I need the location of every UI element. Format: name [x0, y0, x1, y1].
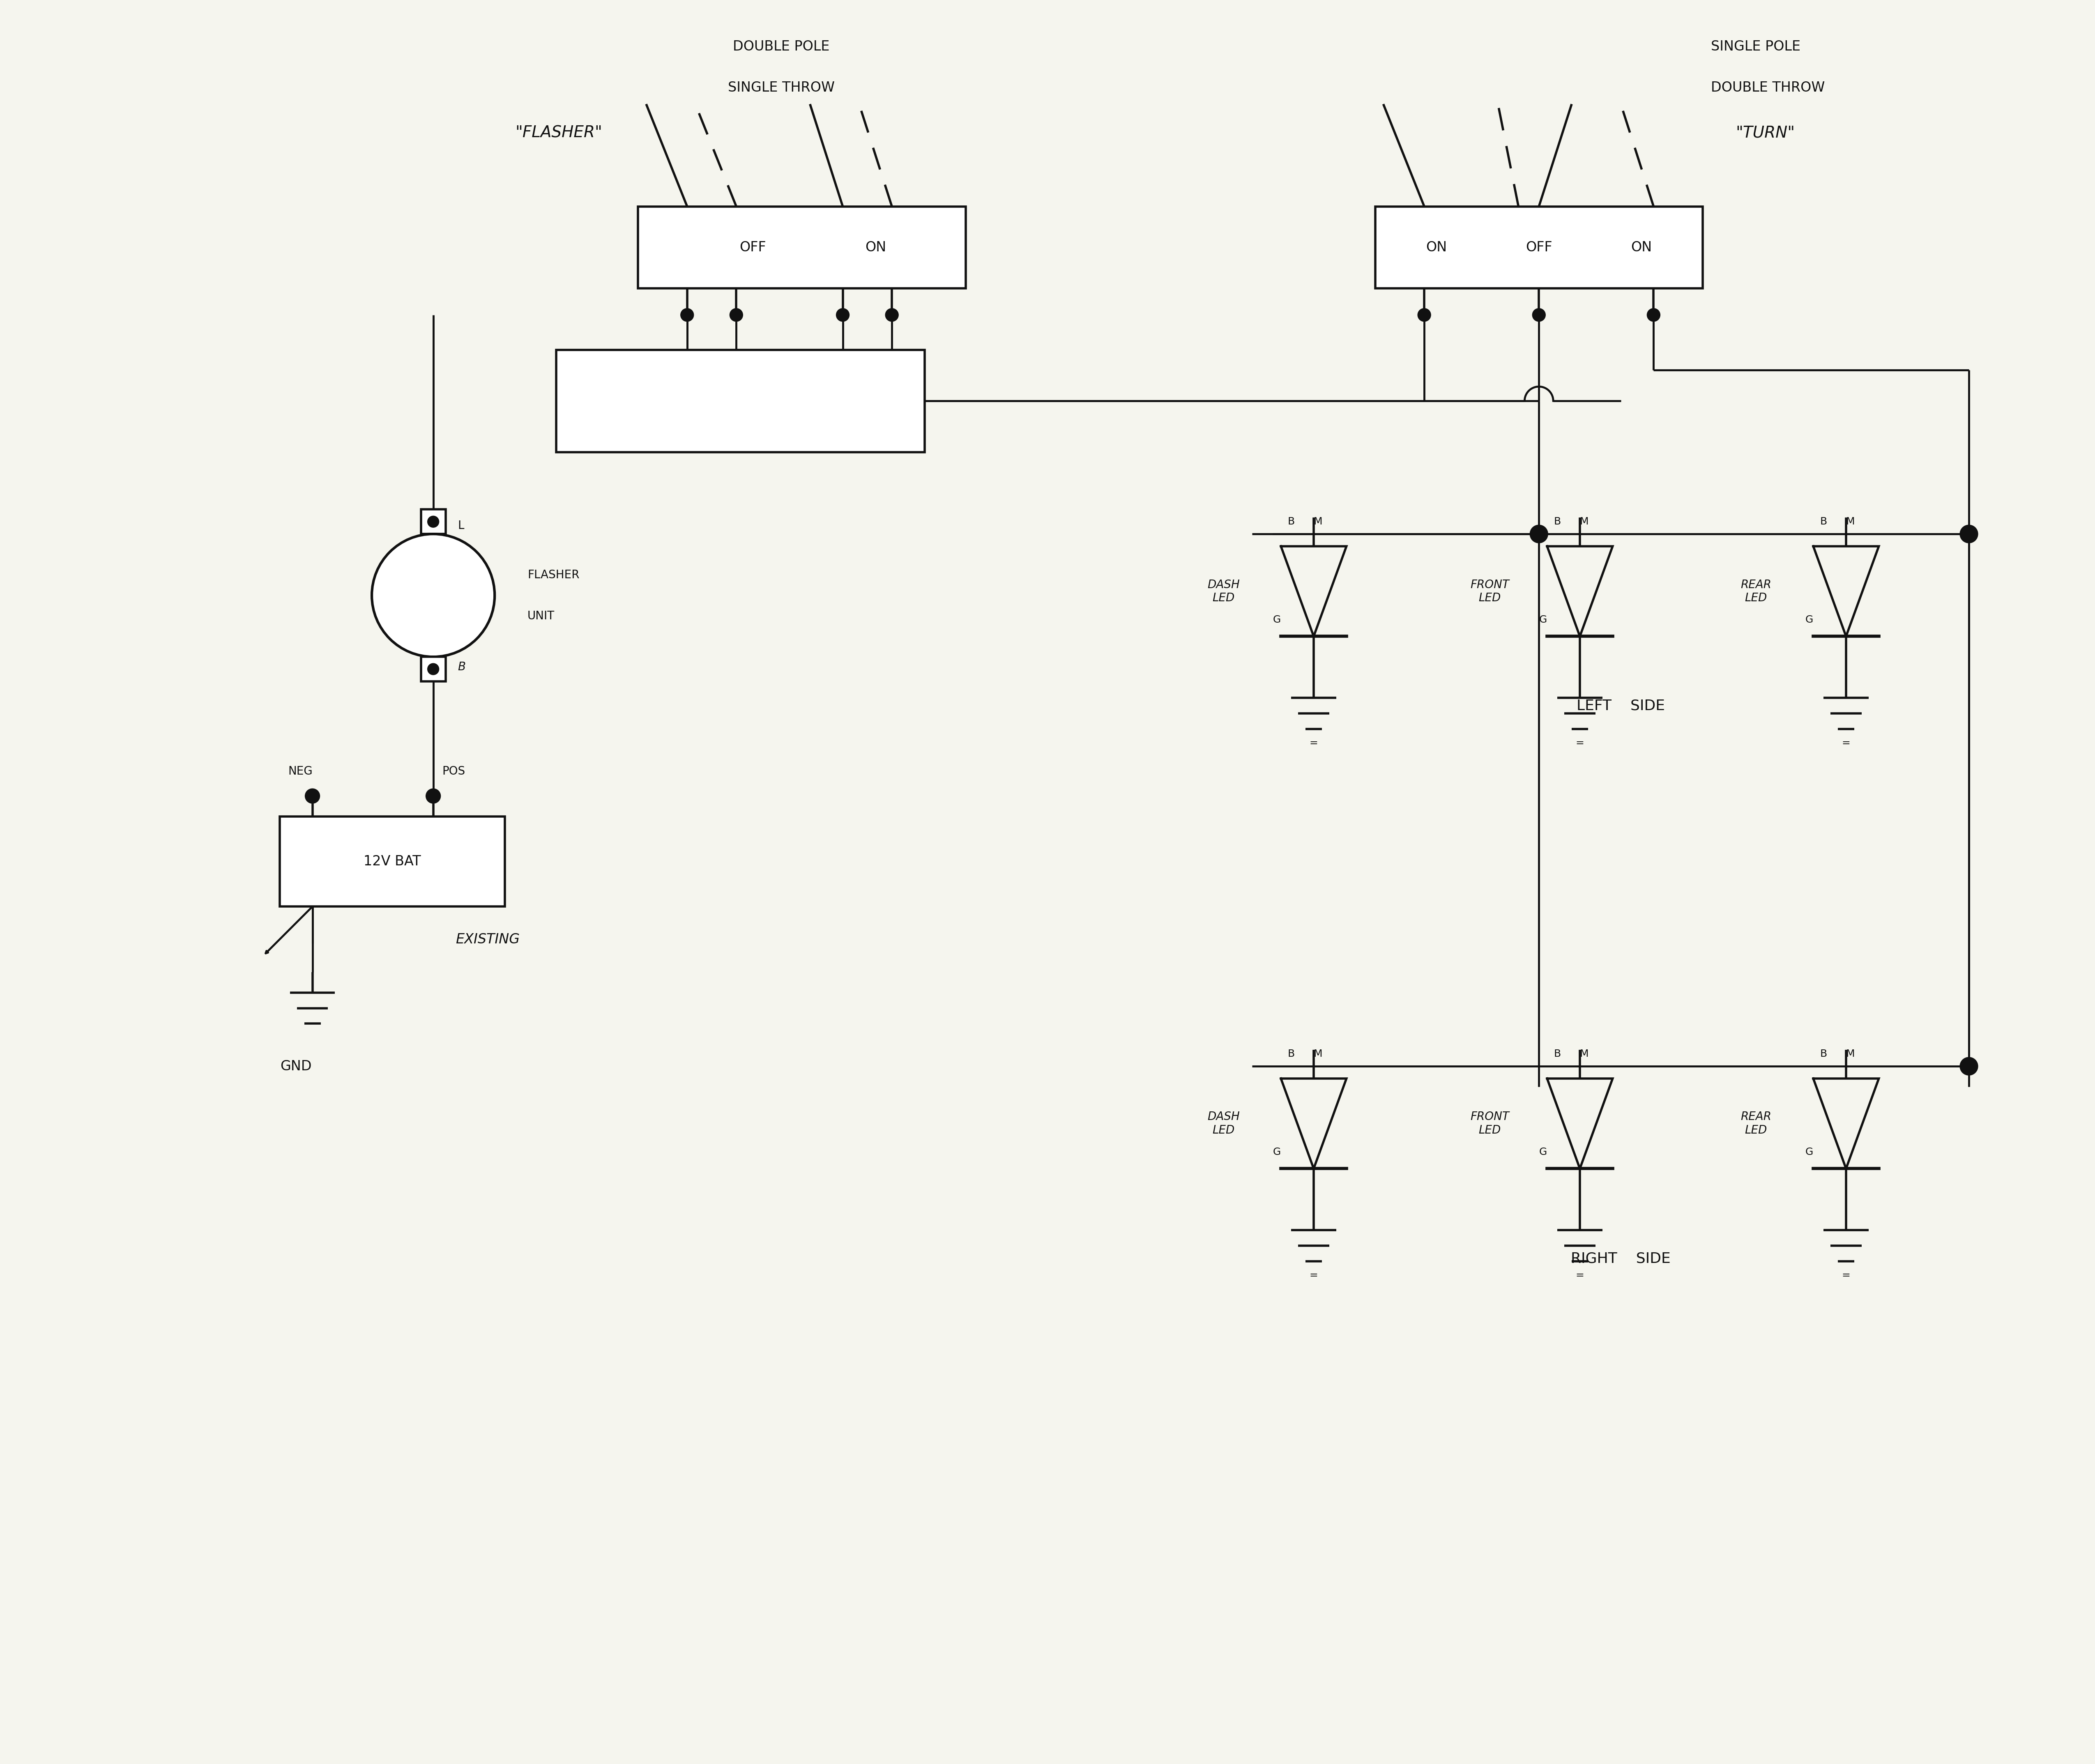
Circle shape — [681, 309, 693, 321]
Text: L: L — [459, 520, 465, 531]
Text: "FLASHER": "FLASHER" — [515, 125, 601, 141]
Circle shape — [1418, 309, 1431, 321]
Text: G: G — [1540, 1147, 1546, 1157]
Text: B: B — [1288, 1050, 1295, 1058]
Text: B: B — [1821, 517, 1827, 527]
Text: M: M — [1580, 517, 1588, 527]
Text: OFF: OFF — [740, 240, 767, 254]
Text: UNIT: UNIT — [528, 610, 555, 621]
Text: SINGLE THROW: SINGLE THROW — [727, 81, 834, 95]
Circle shape — [1961, 526, 1978, 543]
Text: B: B — [459, 662, 465, 672]
Text: G: G — [1806, 616, 1812, 624]
Text: FRONT
LED: FRONT LED — [1471, 579, 1508, 603]
Text: M: M — [1314, 517, 1322, 527]
Circle shape — [836, 309, 848, 321]
Bar — [279, 817, 505, 907]
Text: =: = — [1575, 1270, 1584, 1281]
Text: "TURN": "TURN" — [1735, 125, 1795, 141]
Text: OFF: OFF — [1525, 240, 1552, 254]
Text: 12V BAT: 12V BAT — [365, 856, 421, 868]
Circle shape — [1647, 309, 1659, 321]
Text: =: = — [1575, 737, 1584, 748]
Text: G: G — [1540, 616, 1546, 624]
Text: =: = — [1309, 1270, 1318, 1281]
Text: ON: ON — [1427, 240, 1448, 254]
Text: DOUBLE THROW: DOUBLE THROW — [1712, 81, 1825, 95]
Bar — [421, 656, 446, 681]
Text: B: B — [1288, 517, 1295, 527]
Text: M: M — [1846, 517, 1854, 527]
Text: GND: GND — [281, 1060, 312, 1073]
Text: NEG: NEG — [287, 766, 312, 778]
Bar — [555, 349, 924, 452]
Text: LEFT    SIDE: LEFT SIDE — [1578, 699, 1666, 713]
Text: SINGLE POLE: SINGLE POLE — [1712, 41, 1800, 53]
Circle shape — [371, 534, 494, 656]
Text: M: M — [1580, 1050, 1588, 1058]
Text: B: B — [1821, 1050, 1827, 1058]
Text: G: G — [1806, 1147, 1812, 1157]
Circle shape — [1961, 1057, 1978, 1076]
Text: REAR
LED: REAR LED — [1741, 1111, 1772, 1136]
Circle shape — [306, 789, 321, 803]
Text: EXISTING: EXISTING — [457, 933, 520, 946]
Circle shape — [886, 309, 899, 321]
Circle shape — [1529, 526, 1548, 543]
Text: =: = — [1842, 1270, 1850, 1281]
Circle shape — [427, 663, 440, 676]
Text: DOUBLE POLE: DOUBLE POLE — [733, 41, 830, 53]
Text: ON: ON — [1630, 240, 1651, 254]
Text: =: = — [1309, 737, 1318, 748]
Text: B: B — [1554, 517, 1561, 527]
Bar — [421, 510, 446, 534]
Circle shape — [425, 789, 440, 803]
Text: =: = — [1842, 737, 1850, 748]
Text: M: M — [1314, 1050, 1322, 1058]
Text: M: M — [1846, 1050, 1854, 1058]
Text: FLASHER: FLASHER — [528, 570, 580, 580]
Circle shape — [427, 515, 440, 527]
Circle shape — [729, 309, 744, 321]
Text: RIGHT    SIDE: RIGHT SIDE — [1571, 1252, 1670, 1265]
Text: B: B — [1554, 1050, 1561, 1058]
Text: DASH
LED: DASH LED — [1207, 579, 1240, 603]
Text: G: G — [1274, 616, 1280, 624]
Text: REAR
LED: REAR LED — [1741, 579, 1772, 603]
Text: FRONT
LED: FRONT LED — [1471, 1111, 1508, 1136]
Text: G: G — [1274, 1147, 1280, 1157]
Text: DASH
LED: DASH LED — [1207, 1111, 1240, 1136]
Text: ON: ON — [865, 240, 886, 254]
Text: POS: POS — [442, 766, 465, 778]
Bar — [639, 206, 966, 288]
Circle shape — [1531, 309, 1546, 321]
Bar — [1374, 206, 1703, 288]
